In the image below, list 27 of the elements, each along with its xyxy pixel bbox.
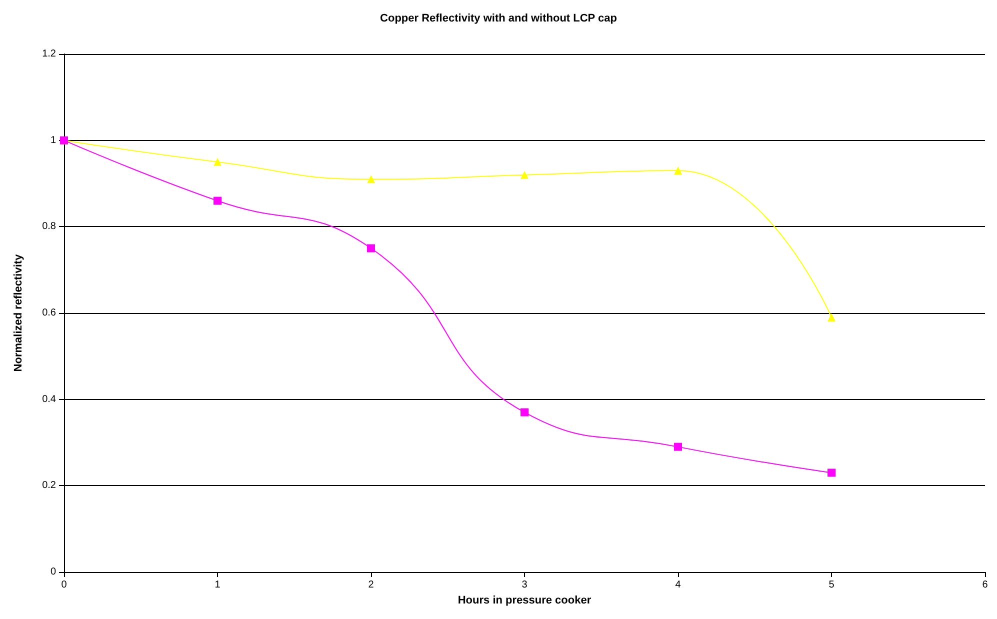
- point: [674, 166, 682, 175]
- x-tick-label: 6: [982, 580, 988, 590]
- x-axis-title: Hours in pressure cooker: [458, 594, 592, 606]
- point: [520, 170, 528, 179]
- y-tick-label: 0.8: [42, 221, 56, 232]
- y-tick-label: 1.2: [42, 48, 56, 60]
- point: [214, 196, 222, 205]
- x-tick-label: 3: [522, 580, 528, 590]
- point: [367, 175, 375, 184]
- x-tick-label: 1: [214, 580, 221, 590]
- point: [367, 244, 375, 252]
- y-tick-label: 0.2: [42, 480, 56, 492]
- point: [214, 158, 222, 166]
- y-tick-label: 0.4: [42, 394, 56, 405]
- y-tick-label: 0: [50, 566, 56, 578]
- y-tick-label: 0.6: [42, 308, 56, 318]
- y-axis-title: Normalized reflectivity: [12, 253, 24, 372]
- point: [674, 442, 682, 451]
- x-tick-label: 5: [828, 580, 835, 590]
- point: [828, 313, 836, 322]
- x-tick-label: 2: [368, 580, 374, 590]
- y-tick-label: 1: [50, 134, 56, 146]
- point: [828, 468, 836, 477]
- chart-title: Copper Reflectivity with and without LCP cap: [380, 12, 618, 24]
- point: [520, 408, 528, 416]
- x-tick-label: 4: [675, 580, 682, 590]
- x-tick-label: 0: [61, 580, 68, 590]
